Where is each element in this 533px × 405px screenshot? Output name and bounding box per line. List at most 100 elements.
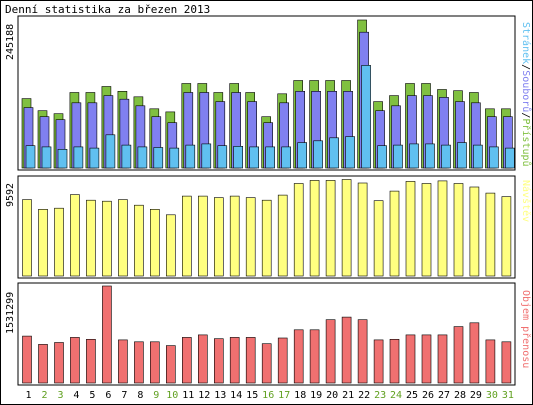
x-tick-label-day-2: 2 — [41, 390, 47, 401]
x-tick-label-day-18: 18 — [294, 390, 306, 401]
legend-item-1-0: Návštěv — [520, 180, 532, 222]
bar-visits-day-12 — [198, 195, 208, 277]
bar-pages-day-15 — [249, 146, 259, 169]
bar-pages-day-29 — [473, 144, 483, 169]
legend-item-0-2: Souborů — [520, 70, 532, 112]
x-tick-label-day-13: 13 — [214, 390, 226, 401]
bar-visits-day-5 — [86, 199, 96, 277]
bar-visits-day-23 — [373, 200, 384, 277]
bar-volume-day-27 — [437, 334, 448, 384]
bar-pages-day-25 — [409, 143, 419, 169]
bar-pages-day-21 — [345, 136, 355, 169]
x-tick-label-day-1: 1 — [25, 390, 31, 401]
bar-pages-day-5 — [89, 147, 100, 169]
bar-volume-day-19 — [309, 329, 320, 384]
bar-pages-day-27 — [441, 144, 451, 169]
bar-visits-day-13 — [214, 197, 224, 277]
x-tick-label-day-26: 26 — [422, 390, 434, 401]
bar-volume-day-3 — [54, 342, 64, 384]
bar-pages-day-13 — [217, 145, 228, 169]
bar-volume-day-10 — [166, 345, 176, 384]
x-tick-label-day-24: 24 — [390, 390, 402, 401]
bar-volume-day-18 — [293, 329, 304, 384]
legend-hits-files-pages: Stránek/Souborů/Přístupů — [520, 22, 532, 167]
x-axis-day-labels: 1 2 3 4 5 6 7 8 9 10 11 12 13 14 15 16 17 18 19 20 21 22 23 24 2… — [25, 390, 513, 401]
ymax-label-visits: 9592 — [5, 183, 16, 207]
x-tick-label-day-28: 28 — [454, 390, 466, 401]
bar-visits-day-20 — [325, 180, 336, 277]
x-tick-label-day-30: 30 — [486, 390, 498, 401]
bar-visits-day-26 — [421, 183, 432, 277]
chart-title: Denní statistika za březen 2013 — [5, 3, 210, 16]
bar-volume-day-22 — [357, 319, 368, 384]
bar-pages-day-14 — [233, 146, 243, 169]
bar-volume-day-15 — [245, 337, 256, 384]
bar-volume-day-21 — [341, 316, 352, 384]
x-tick-label-day-20: 20 — [326, 390, 338, 401]
x-tick-label-day-10: 10 — [166, 390, 178, 401]
bar-volume-day-26 — [421, 334, 432, 384]
legend-item-0-1: / — [520, 64, 531, 70]
bar-visits-day-15 — [245, 197, 256, 277]
bar-volume-day-9 — [150, 341, 160, 384]
bar-pages-day-30 — [489, 146, 499, 169]
bar-visits-day-31 — [501, 196, 512, 277]
bar-visits-day-1 — [22, 199, 32, 277]
bar-pages-day-2 — [41, 146, 52, 169]
bar-pages-day-16 — [265, 146, 276, 169]
x-tick-label-day-8: 8 — [137, 390, 143, 401]
bar-volume-day-8 — [134, 341, 144, 384]
bar-visits-day-29 — [469, 186, 480, 277]
x-tick-label-day-6: 6 — [105, 390, 111, 401]
bar-visits-day-24 — [389, 190, 400, 277]
bar-pages-day-12 — [201, 143, 212, 169]
bar-pages-day-26 — [425, 143, 435, 169]
panel-volume: 1531299 Objem přenosu — [5, 282, 532, 386]
bars-visits — [22, 179, 512, 277]
x-tick-label-day-22: 22 — [358, 390, 370, 401]
legend-item-0-3: / — [520, 112, 531, 118]
bar-volume-day-28 — [453, 326, 464, 384]
bar-pages-day-11 — [185, 144, 196, 169]
x-tick-label-day-12: 12 — [198, 390, 210, 401]
bar-visits-day-6 — [102, 200, 112, 277]
bar-volume-day-2 — [38, 344, 48, 384]
bar-pages-day-17 — [281, 146, 292, 169]
bar-volume-day-12 — [198, 334, 208, 384]
bar-pages-day-6 — [105, 134, 116, 169]
bar-visits-day-21 — [341, 179, 352, 277]
bar-volume-day-13 — [214, 338, 224, 384]
bar-visits-day-8 — [134, 204, 144, 277]
legend-item-2-0: Objem přenosu — [520, 290, 532, 368]
x-tick-label-day-19: 19 — [310, 390, 322, 401]
bar-pages-day-4 — [73, 146, 84, 169]
bar-visits-day-19 — [309, 180, 320, 277]
bar-volume-day-11 — [182, 337, 192, 384]
bar-pages-day-9 — [153, 147, 164, 169]
bars-volume — [22, 285, 512, 384]
x-tick-label-day-15: 15 — [246, 390, 258, 401]
bar-visits-day-9 — [150, 209, 160, 277]
bar-pages-day-19 — [313, 140, 323, 169]
ymax-label-hits: 245188 — [5, 24, 16, 60]
x-tick-label-day-4: 4 — [73, 390, 79, 401]
bar-pages-day-31 — [505, 147, 515, 169]
bar-pages-day-24 — [393, 144, 403, 169]
bar-visits-day-7 — [118, 199, 128, 277]
bar-pages-day-7 — [121, 144, 132, 169]
bar-volume-day-20 — [325, 319, 336, 384]
bar-volume-day-31 — [501, 341, 512, 384]
bar-pages-day-1 — [25, 145, 36, 169]
bar-visits-day-17 — [277, 194, 288, 277]
x-tick-label-day-29: 29 — [470, 390, 482, 401]
bar-volume-day-25 — [405, 334, 416, 384]
bar-visits-day-16 — [261, 199, 272, 277]
bar-pages-day-18 — [297, 142, 308, 169]
x-tick-label-day-7: 7 — [121, 390, 127, 401]
x-tick-label-day-3: 3 — [57, 390, 63, 401]
legend-volume: Objem přenosu — [520, 290, 532, 368]
bar-pages-day-3 — [57, 149, 68, 169]
bar-volume-day-4 — [70, 337, 80, 384]
bar-pages-day-22 — [361, 65, 371, 169]
x-tick-label-day-23: 23 — [374, 390, 386, 401]
